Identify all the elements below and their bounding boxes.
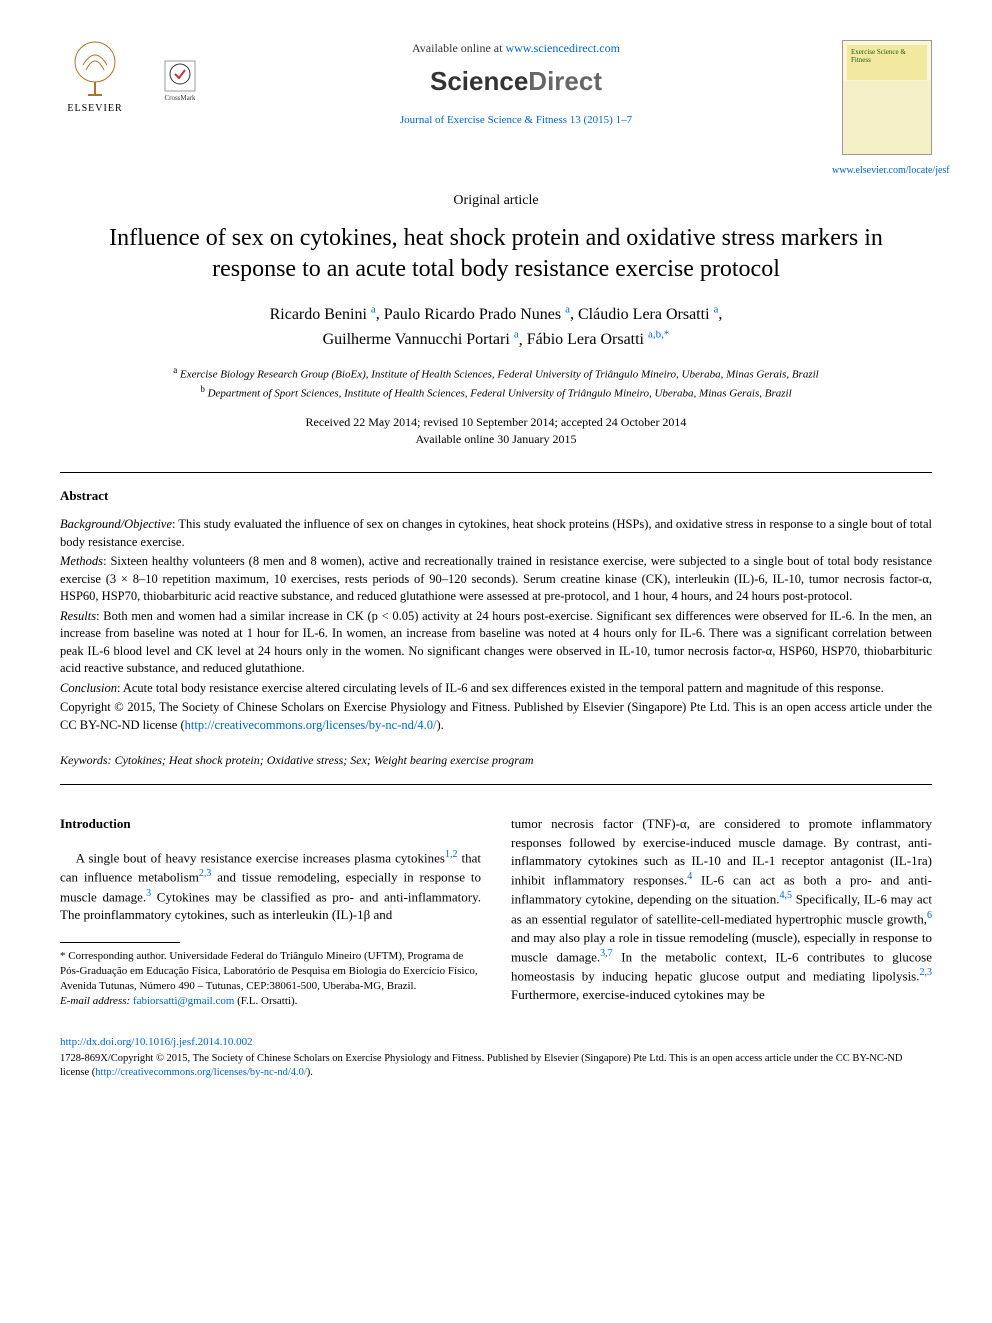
sciencedirect-logo: ScienceDirect — [215, 64, 817, 99]
abstract-conclusion: Conclusion: Acute total body resistance … — [60, 680, 932, 698]
author-name: Cláudio Lera Orsatti — [578, 306, 710, 323]
author-name: Fábio Lera Orsatti — [527, 331, 644, 348]
abstract-text: : Acute total body resistance exercise a… — [117, 681, 884, 695]
elsevier-tree-icon — [68, 40, 123, 100]
footer-block: http://dx.doi.org/10.1016/j.jesf.2014.10… — [60, 1035, 932, 1080]
abstract-label: Background/Objective — [60, 517, 172, 531]
aff-sup: b — [200, 384, 205, 394]
footnote-separator — [60, 942, 180, 943]
header-center: Available online at www.sciencedirect.co… — [200, 40, 832, 128]
citation-ref[interactable]: 2,3 — [199, 868, 212, 879]
elsevier-logo: ELSEVIER — [60, 40, 130, 116]
journal-cover-thumbnail[interactable] — [842, 40, 932, 155]
keywords-text: Cytokines; Heat shock protein; Oxidative… — [112, 753, 534, 767]
column-left: Introduction A single bout of heavy resi… — [60, 815, 481, 1008]
citation-ref[interactable]: 2,3 — [920, 967, 933, 978]
journal-cover-block: www.elsevier.com/locate/jesf — [832, 40, 932, 177]
email-footnote: E-mail address: fabiorsatti@gmail.com (F… — [60, 994, 481, 1009]
citation-ref[interactable]: 6 — [927, 910, 932, 921]
divider — [60, 784, 932, 785]
footer-close: ). — [307, 1067, 313, 1078]
article-dates: Received 22 May 2014; revised 10 Septemb… — [60, 414, 932, 448]
author-name: Paulo Ricardo Prado Nunes — [384, 306, 561, 323]
dates-received: Received 22 May 2014; revised 10 Septemb… — [60, 414, 932, 431]
affiliation: b Department of Sport Sciences, Institut… — [60, 383, 932, 402]
aff-sup: a — [173, 365, 177, 375]
crossmark-icon — [164, 60, 196, 92]
crossmark-label: CrossMark — [164, 94, 195, 103]
email-who: (F.L. Orsatti). — [234, 995, 297, 1007]
affiliation: a Exercise Biology Research Group (BioEx… — [60, 364, 932, 383]
body-text: Furthermore, exercise-induced cytokines … — [511, 987, 765, 1002]
body-text: A single bout of heavy resistance exerci… — [76, 850, 445, 865]
corresponding-footnote: * Corresponding author. Universidade Fed… — [60, 949, 481, 994]
citation-ref[interactable]: 1,2 — [445, 849, 458, 860]
intro-paragraph-cont: tumor necrosis factor (TNF)-α, are consi… — [511, 815, 932, 1004]
keywords: Keywords: Cytokines; Heat shock protein;… — [60, 752, 932, 768]
affiliations: a Exercise Biology Research Group (BioEx… — [60, 364, 932, 402]
abstract-copyright: Copyright © 2015, The Society of Chinese… — [60, 699, 932, 734]
abstract-heading: Abstract — [60, 487, 932, 505]
license-link[interactable]: http://creativecommons.org/licenses/by-n… — [185, 718, 437, 732]
abstract-methods: Methods: Sixteen healthy volunteers (8 m… — [60, 553, 932, 606]
author-aff[interactable]: a — [714, 303, 719, 315]
footer-license-link[interactable]: http://creativecommons.org/licenses/by-n… — [95, 1067, 307, 1078]
introduction-heading: Introduction — [60, 815, 481, 833]
abstract-text: : This study evaluated the influence of … — [60, 517, 932, 549]
email-label: E-mail address: — [60, 995, 130, 1007]
author-aff[interactable]: a,b, — [648, 329, 664, 341]
copyright-close: ). — [436, 718, 443, 732]
abstract-text: : Both men and women had a similar incre… — [60, 609, 932, 676]
available-online: Available online at www.sciencedirect.co… — [215, 40, 817, 56]
elsevier-text: ELSEVIER — [67, 102, 122, 116]
abstract-label: Results — [60, 609, 96, 623]
header: ELSEVIER CrossMark Available online at w… — [60, 40, 932, 177]
available-text: Available online at — [412, 41, 505, 55]
citation-ref[interactable]: 3,7 — [600, 948, 613, 959]
sd-logo-part1: Science — [430, 66, 528, 96]
article-title: Influence of sex on cytokines, heat shoc… — [60, 223, 932, 285]
footer-copyright: 1728-869X/Copyright © 2015, The Society … — [60, 1052, 932, 1080]
keywords-label: Keywords: — [60, 753, 112, 767]
abstract-results: Results: Both men and women had a simila… — [60, 608, 932, 678]
author: Guilherme Vannucchi Portari a — [323, 331, 519, 348]
journal-homepage-link[interactable]: www.elsevier.com/locate/jesf — [832, 164, 932, 178]
author-aff[interactable]: a — [371, 303, 376, 315]
aff-text: Exercise Biology Research Group (BioEx),… — [180, 369, 819, 381]
abstract-text: : Sixteen healthy volunteers (8 men and … — [60, 554, 932, 603]
sd-logo-part2: Direct — [528, 66, 602, 96]
crossmark-badge[interactable]: CrossMark — [160, 60, 200, 116]
abstract-label: Methods — [60, 554, 103, 568]
column-right: tumor necrosis factor (TNF)-α, are consi… — [511, 815, 932, 1008]
author-aff[interactable]: a — [514, 329, 519, 341]
abstract-label: Conclusion — [60, 681, 117, 695]
aff-text: Department of Sport Sciences, Institute … — [208, 388, 792, 400]
corresponding-marker[interactable]: * — [664, 329, 670, 341]
dates-online: Available online 30 January 2015 — [60, 431, 932, 448]
author-name: Guilherme Vannucchi Portari — [323, 331, 510, 348]
author: Cláudio Lera Orsatti a — [578, 306, 718, 323]
footnote-label: * Corresponding author. — [60, 950, 167, 962]
author: Paulo Ricardo Prado Nunes a — [384, 306, 570, 323]
abstract-body: Background/Objective: This study evaluat… — [60, 516, 932, 734]
sciencedirect-link[interactable]: www.sciencedirect.com — [505, 41, 620, 55]
author: Ricardo Benini a — [270, 306, 376, 323]
author-name: Ricardo Benini — [270, 306, 367, 323]
divider — [60, 472, 932, 473]
abstract-background: Background/Objective: This study evaluat… — [60, 516, 932, 551]
intro-paragraph: A single bout of heavy resistance exerci… — [60, 848, 481, 925]
article-type: Original article — [60, 192, 932, 211]
authors-list: Ricardo Benini a, Paulo Ricardo Prado Nu… — [60, 301, 932, 352]
author: Fábio Lera Orsatti a,b,* — [527, 331, 670, 348]
body-columns: Introduction A single bout of heavy resi… — [60, 815, 932, 1008]
author-aff[interactable]: a — [565, 303, 570, 315]
doi-link[interactable]: http://dx.doi.org/10.1016/j.jesf.2014.10… — [60, 1036, 253, 1048]
email-link[interactable]: fabiorsatti@gmail.com — [130, 995, 234, 1007]
citation-ref[interactable]: 4,5 — [779, 890, 792, 901]
journal-reference[interactable]: Journal of Exercise Science & Fitness 13… — [215, 113, 817, 128]
